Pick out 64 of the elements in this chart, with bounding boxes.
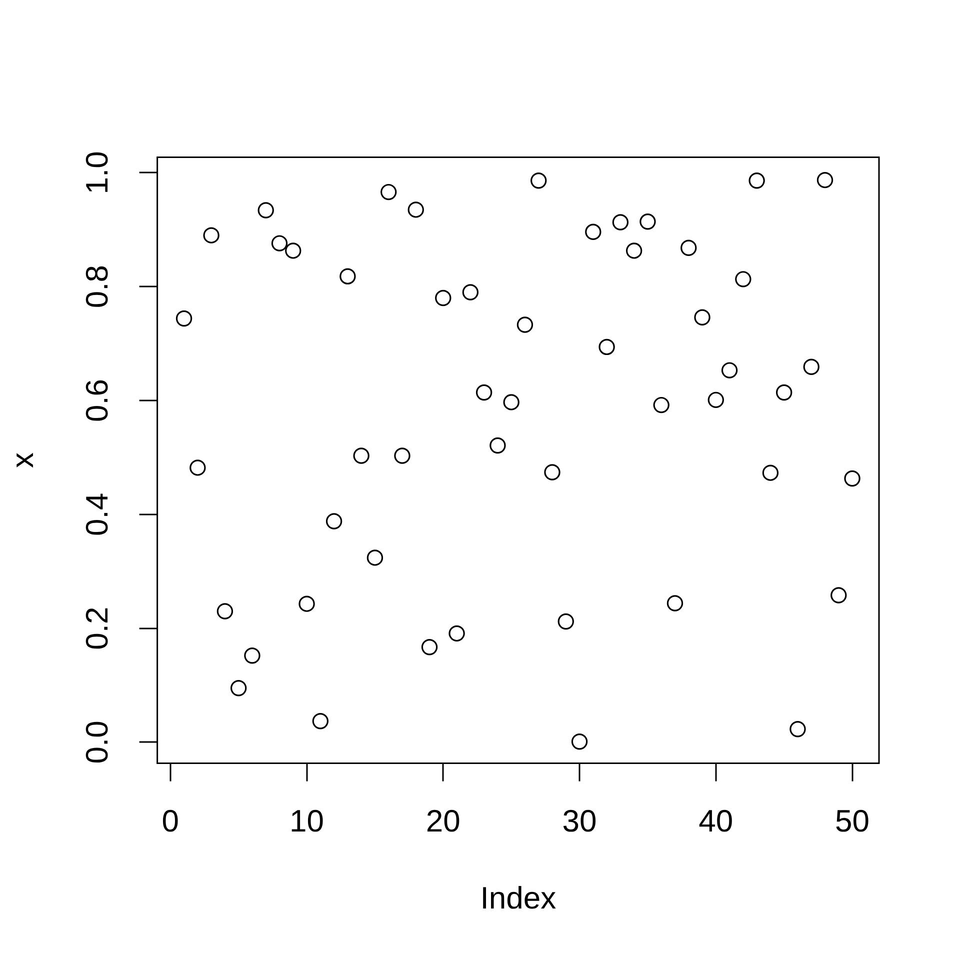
- y-tick-label: 0.6: [79, 378, 114, 422]
- point: [490, 437, 506, 454]
- point: [790, 721, 806, 738]
- x-axis-title: Index: [480, 880, 557, 916]
- point: [598, 338, 615, 356]
- point: [653, 396, 670, 414]
- point: [735, 271, 752, 288]
- point: [258, 202, 274, 218]
- point: [244, 648, 260, 664]
- point: [530, 172, 547, 189]
- point: [544, 464, 560, 480]
- point: [394, 448, 410, 464]
- point: [216, 603, 234, 620]
- y-tick-label: 0.8: [79, 265, 114, 308]
- point: [585, 224, 602, 240]
- point: [816, 172, 834, 188]
- x-tick-label: 10: [290, 803, 324, 838]
- point: [830, 587, 847, 604]
- point: [748, 172, 765, 189]
- point: [271, 235, 288, 252]
- point: [721, 362, 738, 378]
- x-tick-label: 40: [698, 803, 734, 838]
- point: [666, 595, 684, 612]
- y-tick-label: 0.0: [79, 720, 114, 764]
- y-tick-label: 0.4: [79, 492, 114, 536]
- point: [190, 460, 206, 476]
- point: [612, 214, 629, 230]
- point: [340, 268, 356, 284]
- point: [803, 358, 820, 375]
- point: [626, 242, 642, 259]
- point: [448, 625, 465, 642]
- point: [844, 470, 860, 487]
- x-tick-label: 30: [562, 803, 597, 838]
- point: [776, 384, 792, 401]
- point: [694, 309, 710, 326]
- point: [762, 464, 779, 481]
- y-axis-title: x: [5, 452, 40, 468]
- point: [435, 290, 452, 306]
- point: [380, 184, 397, 200]
- point: [558, 613, 574, 630]
- point: [640, 214, 656, 230]
- point: [203, 227, 220, 244]
- point: [366, 550, 384, 566]
- x-tick-label: 0: [162, 803, 180, 838]
- point: [408, 202, 424, 218]
- x-tick-label: 50: [835, 803, 870, 838]
- point: [285, 242, 302, 259]
- point: [571, 734, 588, 750]
- point: [312, 713, 329, 730]
- point: [176, 310, 192, 327]
- point: [421, 639, 438, 656]
- point: [476, 384, 492, 401]
- point: [462, 284, 479, 300]
- y-tick-label: 0.2: [79, 606, 114, 650]
- point: [708, 392, 724, 408]
- x-tick-label: 20: [426, 803, 460, 838]
- point: [516, 316, 534, 333]
- y-tick-label: 1.0: [79, 151, 114, 194]
- point: [298, 596, 315, 612]
- point: [353, 448, 370, 464]
- point: [503, 394, 520, 410]
- point: [230, 680, 247, 696]
- point: [680, 240, 697, 256]
- point: [326, 513, 342, 530]
